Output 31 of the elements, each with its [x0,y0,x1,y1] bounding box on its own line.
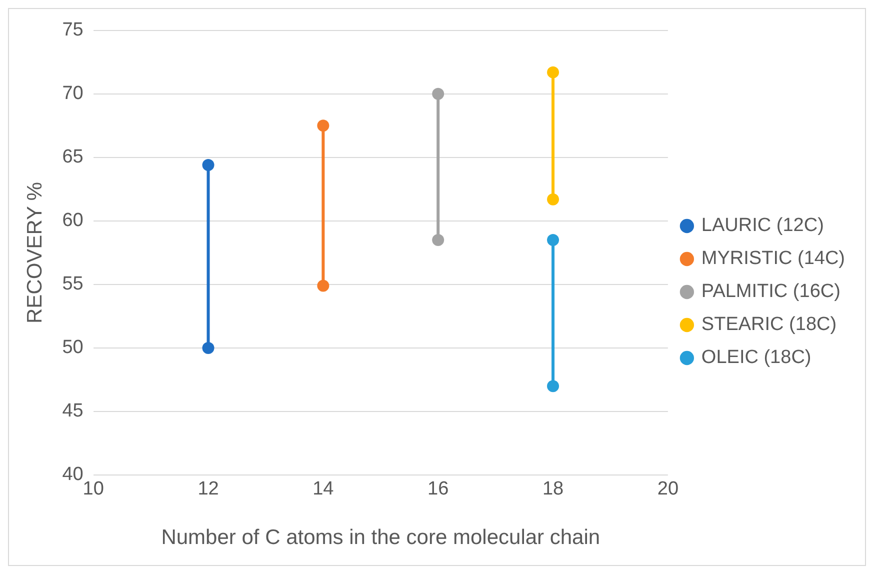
y-tick-label: 70 [62,83,84,104]
y-tick-label: 50 [62,337,84,358]
x-tick-label: 20 [657,478,679,500]
x-tick-label: 12 [198,478,219,500]
point [547,66,560,78]
point [202,159,214,172]
legend-label: LAURIC (12C) [701,215,824,236]
legend-label: STEARIC (18C) [701,314,837,336]
legend-label: PALMITIC (16C) [701,281,840,302]
x-tick-label: 14 [312,478,334,500]
x-tick-label: 10 [82,478,104,500]
y-axis-title: RECOVERY % [23,182,46,324]
point [432,88,444,100]
legend-label: OLEIC (18C) [701,347,812,368]
legend-label: MYRISTIC (14C) [701,248,846,270]
y-tick-label: 45 [62,400,84,422]
y-tick-label: 75 [62,20,84,41]
point [547,234,560,246]
point [317,120,330,132]
point [317,280,330,292]
y-tick-label: 55 [62,274,84,295]
y-tick-label: 65 [62,146,84,168]
point [432,234,444,246]
point [547,193,560,206]
x-tick-label: 18 [542,478,564,500]
x-tick-label: 16 [428,478,449,500]
y-tick-label: 60 [62,210,84,232]
point [202,342,214,354]
x-axis-title: Number of C atoms in the core molecular chain [161,526,600,550]
point [547,380,560,392]
y-tick-label: 40 [62,464,84,486]
